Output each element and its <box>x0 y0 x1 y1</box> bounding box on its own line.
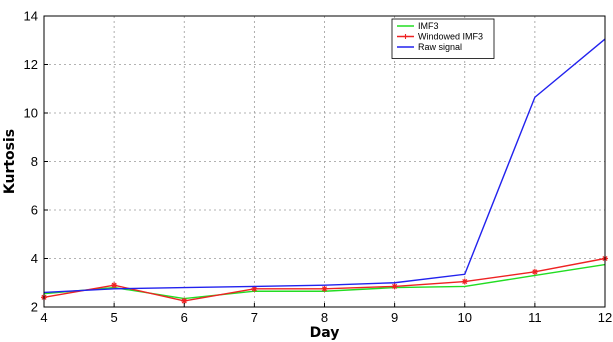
x-tick-label: 9 <box>391 310 398 325</box>
y-axis-title: Kurtosis <box>2 129 18 194</box>
legend-entry: IMF3 <box>397 21 439 31</box>
legend-entry: Windowed IMF3 <box>397 32 483 42</box>
legend-entry: Raw signal <box>397 42 462 52</box>
x-tick-label: 6 <box>181 310 188 325</box>
x-axis-title: Day <box>310 325 340 341</box>
x-tick-label: 12 <box>598 310 612 325</box>
series-raw-signal <box>43 38 606 294</box>
data-point-marker <box>181 297 188 304</box>
series-line <box>43 257 606 302</box>
y-tick-label: 2 <box>31 300 38 315</box>
series-windowed-imf3 <box>41 255 608 304</box>
data-point-marker <box>251 285 258 292</box>
x-tick-label: 11 <box>528 310 542 325</box>
x-tick-label: 10 <box>458 310 472 325</box>
y-tick-label: 4 <box>31 251 38 266</box>
legend-label: Raw signal <box>418 42 462 52</box>
x-tick-label: 7 <box>251 310 258 325</box>
x-tick-label: 5 <box>111 310 118 325</box>
data-point-marker <box>391 283 398 290</box>
data-point-marker <box>531 268 538 275</box>
y-tick-label: 14 <box>24 9 38 24</box>
series-layer <box>41 38 608 304</box>
grid <box>44 16 605 307</box>
y-tick-label: 12 <box>24 57 38 72</box>
x-tick-label: 4 <box>40 310 47 325</box>
y-tick-label: 8 <box>31 154 38 169</box>
data-point-marker <box>111 282 118 289</box>
data-point-marker <box>461 278 468 285</box>
y-tick-label: 10 <box>24 106 38 121</box>
legend-label: Windowed IMF3 <box>418 32 483 42</box>
data-point-marker <box>321 285 328 292</box>
y-tick-label: 6 <box>31 203 38 218</box>
x-tick-label: 8 <box>321 310 328 325</box>
series-line <box>43 38 606 294</box>
legend-label: IMF3 <box>418 21 439 31</box>
